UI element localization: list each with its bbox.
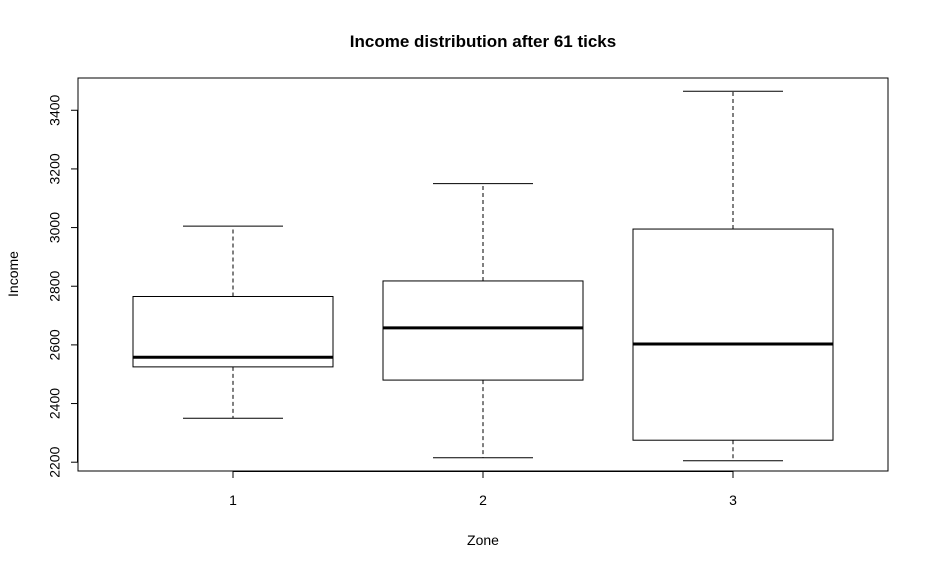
y-tick-label: 2400 — [47, 388, 63, 419]
box-group-zone-3 — [632, 90, 834, 462]
y-axis: 2200 2400 2600 2800 3000 3200 3400 — [47, 94, 78, 478]
x-axis-label: Zone — [467, 532, 499, 548]
y-tick-label: 2600 — [47, 329, 63, 360]
boxes-layer — [132, 90, 834, 462]
y-tick-label: 2200 — [47, 446, 63, 477]
x-tick-label: 1 — [229, 492, 237, 508]
y-tick-label: 2800 — [47, 270, 63, 301]
box-group-zone-2 — [382, 183, 584, 459]
y-tick-label: 3000 — [47, 212, 63, 243]
box-iqr — [632, 228, 834, 441]
box-group-zone-1 — [132, 225, 334, 419]
y-tick-label: 3200 — [47, 153, 63, 184]
y-tick-label: 3400 — [47, 94, 63, 125]
box-iqr — [132, 295, 334, 368]
y-axis-label: Income — [5, 251, 21, 297]
x-tick-label: 2 — [479, 492, 487, 508]
chart-title: Income distribution after 61 ticks — [350, 32, 616, 51]
x-tick-label: 3 — [729, 492, 737, 508]
box-iqr — [382, 280, 584, 381]
x-axis: 1 2 3 — [229, 471, 737, 508]
